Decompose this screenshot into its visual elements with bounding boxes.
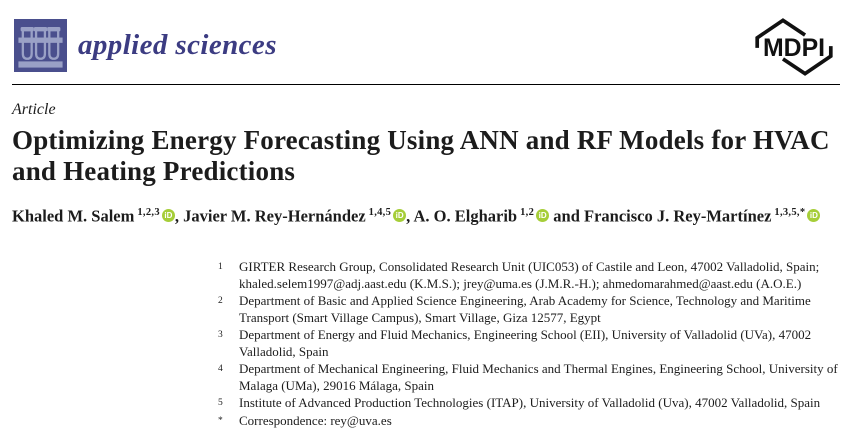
journal-name: applied sciences: [78, 29, 277, 61]
affiliation-text: GIRTER Research Group, Consolidated Rese…: [239, 258, 820, 291]
orcid-icon[interactable]: iD: [161, 208, 175, 222]
affiliation-marker: 3: [218, 329, 223, 340]
author-name: Javier M. Rey-Hernández: [183, 206, 366, 226]
author-name: Francisco J. Rey-Martínez: [584, 206, 772, 226]
journal-logo[interactable]: [14, 19, 67, 72]
author-name: A. O. Elgharib: [413, 206, 518, 226]
author-affiliation-sup: 1,2,3: [137, 207, 160, 218]
author-affiliation-sup: 1,3,5,*: [774, 207, 806, 218]
affiliation-item: * Correspondence: rey@uva.es: [218, 412, 850, 430]
affiliation-item: 5 Institute of Advanced Production Techno…: [218, 394, 850, 412]
affiliation-marker: 4: [218, 363, 223, 374]
affiliation-text: Correspondence: rey@uva.es: [239, 412, 392, 428]
article-title: Optimizing Energy Forecasting Using ANN …: [12, 125, 830, 186]
orcid-icon[interactable]: iD: [807, 208, 821, 222]
author-separator: ,: [406, 206, 414, 226]
author-line: Khaled M. Salem 1,2,3 iD, Javier M. Rey-He…: [12, 202, 838, 228]
affiliation-item: 3 Department of Energy and Fluid Mechanic…: [218, 326, 850, 360]
affiliation-text: Department of Mechanical Engineering, Fl…: [239, 360, 838, 393]
author-affiliation-sup: 1,2: [520, 207, 535, 218]
author-affiliation-sup: 1,4,5: [368, 207, 392, 218]
affiliation-item: 4 Department of Mechanical Engineering, F…: [218, 360, 850, 394]
author-name: Khaled M. Salem: [12, 206, 135, 226]
orcid-icon[interactable]: iD: [536, 208, 550, 222]
affiliation-list: 1 GIRTER Research Group, Consolidated Res…: [218, 258, 850, 430]
author-separator: ,: [174, 206, 184, 226]
orcid-icon[interactable]: iD: [393, 208, 407, 222]
journal-masthead: applied sciences MDPI: [0, 0, 850, 76]
affiliation-marker: 1: [218, 261, 223, 272]
affiliation-item: 2 Department of Basic and Applied Science…: [218, 292, 850, 326]
affiliation-marker: 5: [218, 397, 223, 408]
mdpi-logo-text: MDPI: [763, 35, 825, 62]
mdpi-logo[interactable]: MDPI: [748, 13, 840, 81]
affiliation-text: Department of Energy and Fluid Mechanics…: [239, 326, 812, 359]
affiliation-text: Department of Basic and Applied Science …: [239, 292, 811, 325]
mdpi-hexagon-icon: MDPI: [755, 17, 833, 76]
test-tubes-icon: [14, 19, 67, 72]
article-type-label: Article: [12, 101, 56, 118]
affiliation-text: Institute of Advanced Production Technol…: [239, 394, 821, 410]
affiliation-marker: *: [218, 415, 223, 426]
divider: [12, 84, 840, 85]
affiliation-item: 1 GIRTER Research Group, Consolidated Res…: [218, 258, 850, 292]
affiliation-marker: 2: [218, 295, 223, 306]
author-separator: and: [549, 206, 584, 226]
